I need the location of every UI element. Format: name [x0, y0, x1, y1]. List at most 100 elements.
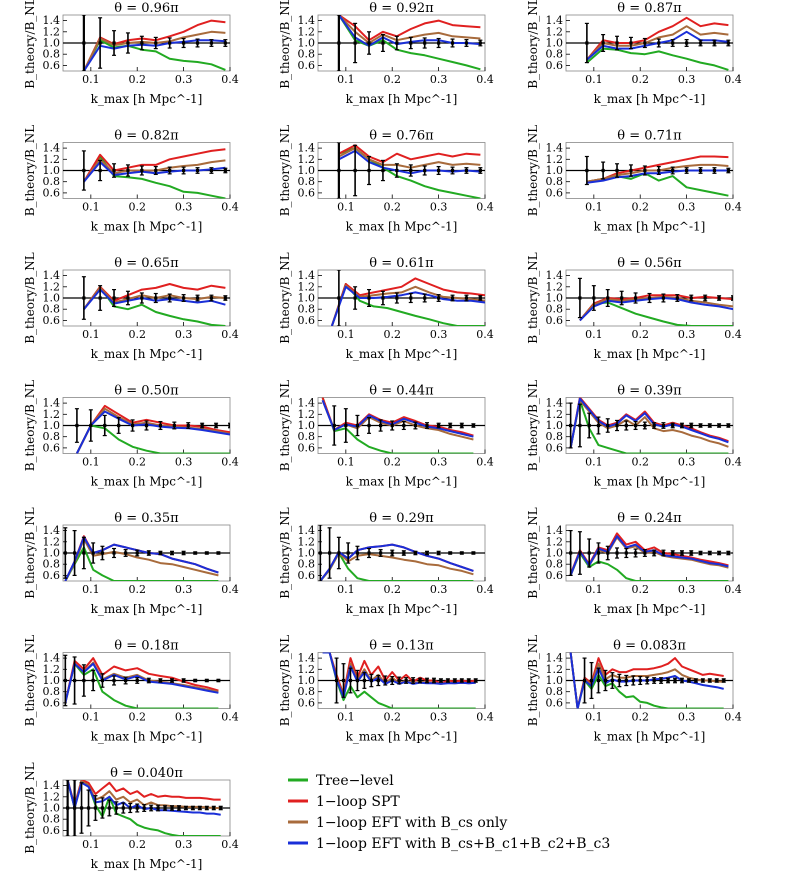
y-tick-label: 0.6	[298, 59, 316, 72]
panel-title: θ = 0.35π	[114, 511, 179, 526]
data-point	[100, 551, 105, 555]
data-point	[404, 678, 408, 683]
y-tick-label: 0.8	[43, 303, 61, 316]
data-point	[82, 296, 86, 300]
x-axis-label: k_max [h Mpc^-1]	[91, 730, 203, 744]
y-tick-label: 1.0	[546, 674, 564, 687]
panel-1: θ = 0.96π 0.60.81.01.21.4 0.1 0.2 0.3 0.4 B_th…	[23, 0, 239, 106]
data-point	[448, 551, 452, 555]
data-point	[154, 168, 158, 173]
data-point	[717, 296, 721, 300]
data-point	[615, 41, 619, 45]
data-point	[606, 551, 610, 555]
series-line-eft-all	[586, 30, 729, 61]
data-point	[629, 168, 633, 173]
x-axis-label: k_max [h Mpc^-1]	[346, 92, 458, 106]
data-point	[689, 423, 693, 428]
x-tick-label: 0.4	[221, 328, 239, 341]
data-point	[318, 551, 322, 555]
x-tick-label: 0.3	[175, 201, 193, 214]
series-line-eft-all	[76, 410, 230, 454]
x-tick-label: 0.3	[430, 73, 448, 86]
data-point	[731, 296, 733, 300]
x-tick-label: 0.4	[476, 328, 494, 341]
data-point	[633, 296, 638, 300]
series-line-spt	[83, 148, 226, 183]
x-axis-label: k_max [h Mpc^-1]	[346, 347, 458, 361]
x-axis-label: k_max [h Mpc^-1]	[91, 347, 203, 361]
data-point	[437, 296, 441, 300]
data-point	[673, 678, 677, 683]
series-line-tree	[76, 424, 230, 454]
y-tick-label: 1.0	[546, 419, 564, 432]
data-point	[624, 551, 628, 555]
data-point	[453, 678, 457, 683]
series-group	[82, 19, 226, 71]
y-tick-label: 0.8	[43, 685, 61, 698]
data-point	[437, 41, 441, 45]
data-point	[66, 806, 70, 810]
series-line-spt	[66, 780, 221, 807]
data-point	[346, 551, 350, 555]
series-group	[83, 283, 226, 326]
data-point	[615, 551, 619, 555]
panel-9: θ = 0.56π 0.60.81.01.21.4 0.1 0.2 0.3 0.4 B_th…	[526, 252, 742, 361]
x-tick-label: 0.4	[724, 328, 742, 341]
y-tick-label: 0.8	[298, 175, 316, 188]
series-line-spt	[579, 294, 733, 322]
data-point	[337, 168, 341, 173]
x-tick-label: 0.4	[221, 73, 239, 86]
data-point	[216, 551, 221, 555]
y-tick-label: 0.6	[43, 186, 61, 199]
data-point	[592, 296, 596, 300]
x-axis-label: k_max [h Mpc^-1]	[594, 347, 706, 361]
data-point	[100, 678, 105, 683]
y-axis-label: B_theory/B_NL	[278, 252, 292, 344]
x-tick-label: 0.4	[221, 711, 239, 724]
y-tick-label: 1.0	[546, 164, 564, 177]
data-point	[379, 551, 383, 555]
series-line-tree	[569, 552, 729, 581]
data-point	[432, 678, 436, 683]
series-line-eft-all	[579, 297, 733, 322]
data-point	[124, 551, 128, 555]
legend-label: 1−loop EFT with B_cs+B_c1+B_c2+B_c3	[316, 836, 610, 852]
series-line-spt	[586, 16, 729, 61]
y-tick-label: 1.0	[43, 419, 61, 432]
y-tick-label: 0.8	[43, 813, 61, 826]
data-point	[89, 423, 93, 428]
series-line-tree	[64, 662, 219, 709]
x-axis-label: k_max [h Mpc^-1]	[346, 475, 458, 489]
x-tick-label: 0.4	[221, 838, 239, 851]
panel-10: θ = 0.50π 0.60.81.01.21.4 0.1 0.2 0.3 0.4 B_th…	[23, 380, 239, 489]
data-point	[450, 296, 455, 300]
y-axis-label: B_theory/B_NL	[23, 762, 37, 854]
panel-4: θ = 0.82π 0.60.81.01.21.4 0.1 0.2 0.3 0.4 B_th…	[23, 125, 239, 234]
y-tick-label: 1.4	[298, 142, 316, 155]
data-point	[367, 168, 371, 173]
data-point	[369, 678, 373, 683]
series-line-spt	[338, 144, 481, 164]
data-point	[726, 41, 730, 45]
data-point	[606, 296, 610, 300]
series-line-tree	[83, 39, 226, 71]
y-tick-label: 0.6	[298, 696, 316, 709]
x-tick-label: 0.3	[678, 456, 696, 469]
y-tick-label: 0.8	[43, 430, 61, 443]
data-point	[112, 678, 116, 683]
data-point	[698, 168, 703, 173]
series-line-eft-all	[319, 543, 474, 581]
data-point	[397, 678, 401, 683]
x-tick-label: 0.1	[82, 838, 100, 851]
x-tick-label: 0.1	[585, 583, 603, 596]
data-point	[437, 551, 441, 555]
data-point	[121, 806, 125, 810]
data-point	[671, 423, 675, 428]
data-point	[671, 41, 675, 45]
panel-8: θ = 0.61π 0.60.81.01.21.4 0.1 0.2 0.3 0.4 B_th…	[278, 252, 494, 361]
y-axis-label: B_theory/B_NL	[23, 252, 37, 344]
data-point	[596, 678, 601, 683]
y-tick-label: 1.0	[546, 547, 564, 560]
data-point	[184, 806, 188, 810]
y-tick-label: 1.4	[43, 779, 61, 792]
